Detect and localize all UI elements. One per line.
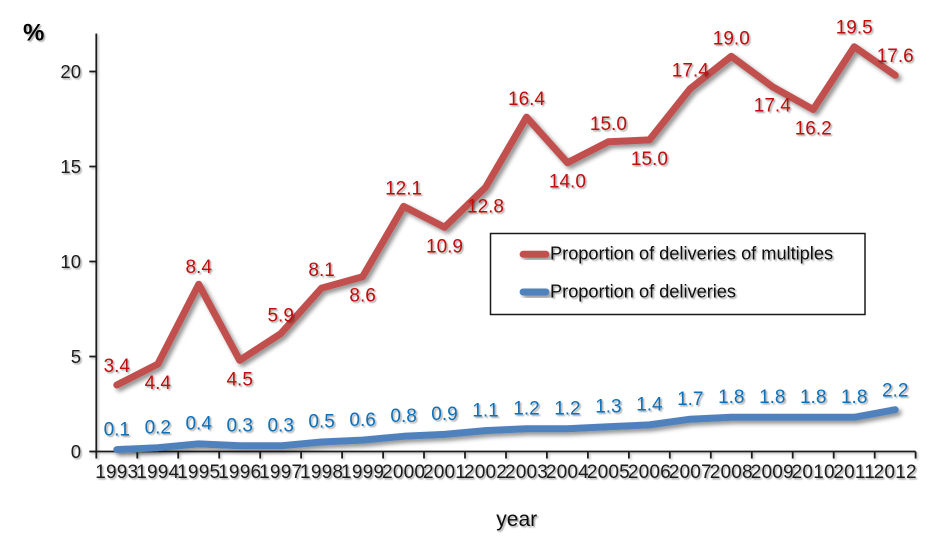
svg-text:17.4: 17.4 bbox=[754, 96, 791, 117]
svg-text:year: year bbox=[496, 508, 537, 531]
svg-text:15.0: 15.0 bbox=[631, 149, 668, 170]
svg-text:0.3: 0.3 bbox=[226, 416, 252, 437]
svg-text:%: % bbox=[23, 20, 44, 47]
svg-text:2000: 2000 bbox=[382, 462, 425, 483]
svg-text:5.9: 5.9 bbox=[267, 306, 293, 327]
svg-text:Proportion of deliveries of mu: Proportion of deliveries of multiples bbox=[550, 243, 833, 263]
svg-text:1.8: 1.8 bbox=[718, 387, 744, 408]
svg-text:0.8: 0.8 bbox=[390, 406, 416, 427]
svg-text:0.9: 0.9 bbox=[431, 404, 457, 425]
svg-text:1.8: 1.8 bbox=[841, 387, 867, 408]
svg-text:1.8: 1.8 bbox=[800, 387, 826, 408]
svg-text:1997: 1997 bbox=[259, 462, 302, 483]
svg-text:2002: 2002 bbox=[464, 462, 507, 483]
svg-text:1998: 1998 bbox=[300, 462, 343, 483]
svg-text:0: 0 bbox=[71, 441, 81, 462]
svg-text:8.4: 8.4 bbox=[185, 257, 212, 278]
svg-text:15.0: 15.0 bbox=[590, 114, 627, 135]
svg-text:2004: 2004 bbox=[546, 462, 589, 483]
svg-text:17.4: 17.4 bbox=[672, 61, 709, 82]
svg-text:10: 10 bbox=[60, 251, 81, 272]
svg-text:19.5: 19.5 bbox=[836, 17, 873, 38]
svg-text:1.3: 1.3 bbox=[595, 397, 621, 418]
svg-text:17.6: 17.6 bbox=[877, 46, 914, 67]
svg-text:12.8: 12.8 bbox=[467, 196, 504, 217]
svg-text:0.2: 0.2 bbox=[145, 417, 171, 438]
svg-text:8.6: 8.6 bbox=[349, 286, 375, 307]
svg-text:2.2: 2.2 bbox=[882, 381, 908, 402]
svg-text:8.1: 8.1 bbox=[308, 260, 334, 281]
svg-text:1.1: 1.1 bbox=[472, 400, 498, 421]
svg-text:0.6: 0.6 bbox=[349, 410, 375, 431]
svg-text:1993: 1993 bbox=[95, 462, 138, 483]
svg-text:1996: 1996 bbox=[218, 462, 261, 483]
svg-text:1.4: 1.4 bbox=[636, 395, 663, 416]
svg-text:0.5: 0.5 bbox=[308, 412, 334, 433]
svg-text:2003: 2003 bbox=[505, 462, 548, 483]
svg-text:2008: 2008 bbox=[710, 462, 753, 483]
svg-text:1999: 1999 bbox=[341, 462, 384, 483]
svg-text:10.9: 10.9 bbox=[426, 236, 463, 257]
svg-text:1.8: 1.8 bbox=[759, 387, 785, 408]
svg-text:2007: 2007 bbox=[669, 462, 712, 483]
svg-text:14.0: 14.0 bbox=[549, 172, 586, 193]
svg-text:3.4: 3.4 bbox=[104, 356, 131, 377]
svg-text:4.4: 4.4 bbox=[145, 373, 172, 394]
svg-text:0.3: 0.3 bbox=[267, 416, 293, 437]
svg-text:1995: 1995 bbox=[177, 462, 220, 483]
svg-text:19.0: 19.0 bbox=[713, 28, 750, 49]
svg-text:15: 15 bbox=[60, 156, 81, 177]
svg-text:16.2: 16.2 bbox=[795, 119, 832, 140]
svg-text:2011: 2011 bbox=[833, 462, 875, 483]
svg-text:0.4: 0.4 bbox=[185, 414, 212, 435]
svg-text:4.5: 4.5 bbox=[226, 369, 252, 390]
svg-text:16.4: 16.4 bbox=[508, 89, 545, 110]
svg-text:2009: 2009 bbox=[751, 462, 794, 483]
svg-text:1.7: 1.7 bbox=[677, 389, 703, 410]
svg-text:2006: 2006 bbox=[628, 462, 671, 483]
svg-text:12.1: 12.1 bbox=[385, 178, 422, 199]
svg-text:1.2: 1.2 bbox=[513, 398, 539, 419]
svg-text:2005: 2005 bbox=[587, 462, 630, 483]
svg-text:1994: 1994 bbox=[136, 462, 179, 483]
svg-text:Proportion of deliveries: Proportion of deliveries bbox=[550, 281, 736, 301]
svg-text:5: 5 bbox=[71, 346, 81, 367]
svg-text:2010: 2010 bbox=[792, 462, 835, 483]
svg-text:0.1: 0.1 bbox=[104, 419, 130, 440]
svg-text:1.2: 1.2 bbox=[554, 398, 580, 419]
svg-text:2012: 2012 bbox=[874, 462, 917, 483]
svg-text:20: 20 bbox=[60, 61, 81, 82]
svg-text:2001: 2001 bbox=[423, 462, 466, 483]
